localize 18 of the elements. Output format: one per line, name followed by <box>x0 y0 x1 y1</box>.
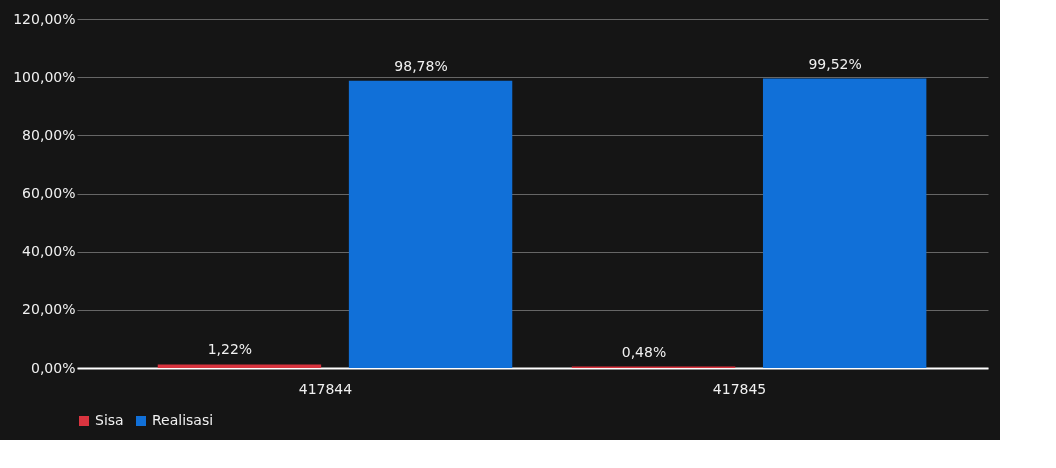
data-label: 99,52% <box>808 55 862 72</box>
y-tick-label: 100,00% <box>13 68 76 85</box>
y-tick-label: 40,00% <box>22 243 76 260</box>
y-tick-label: 120,00% <box>13 10 76 27</box>
y-tick-label: 0,00% <box>31 359 76 376</box>
x-tick-label: 417844 <box>298 380 353 397</box>
y-tick-label: 20,00% <box>22 301 76 318</box>
legend-label: Realisasi <box>152 412 214 428</box>
data-label: 1,22% <box>207 341 253 358</box>
bar <box>348 80 513 368</box>
legend-label: Sisa <box>95 412 124 428</box>
y-tick-label: 60,00% <box>22 185 76 201</box>
data-label: 98,78% <box>394 57 448 74</box>
x-tick-label: 417845 <box>712 380 767 397</box>
bar <box>157 364 322 368</box>
bar <box>762 78 927 368</box>
y-tick-label: 80,00% <box>22 126 76 143</box>
data-label: 0,48% <box>621 343 667 360</box>
